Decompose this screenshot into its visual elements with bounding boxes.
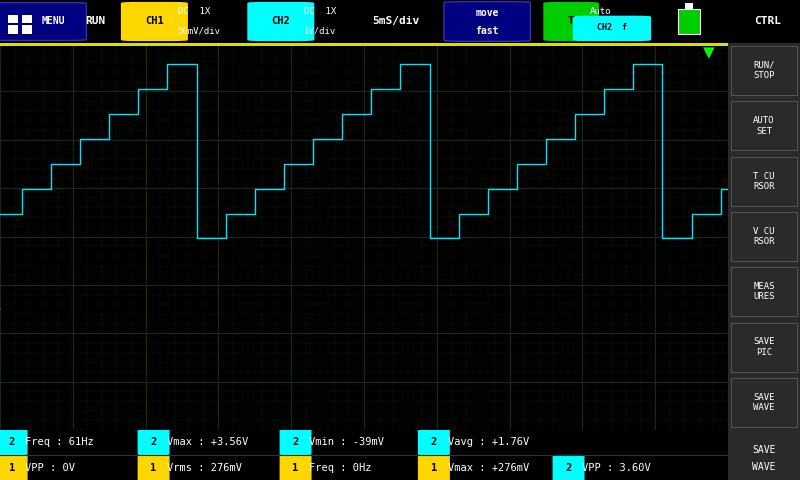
Text: Vavg : +1.76V: Vavg : +1.76V: [448, 437, 529, 447]
Text: 50mV/div: 50mV/div: [178, 26, 221, 36]
FancyBboxPatch shape: [418, 430, 449, 455]
Text: CTRL: CTRL: [754, 16, 782, 25]
Text: DC  1X: DC 1X: [178, 7, 210, 16]
FancyBboxPatch shape: [0, 456, 27, 480]
Text: 1V/div: 1V/div: [304, 26, 336, 36]
Text: VPP : 3.60V: VPP : 3.60V: [582, 463, 651, 473]
Bar: [678, 9, 700, 34]
Text: ▼: ▼: [702, 46, 714, 60]
Text: Auto: Auto: [590, 7, 611, 16]
Text: Vmin : -39mV: Vmin : -39mV: [310, 437, 385, 447]
Text: 2: 2: [430, 437, 437, 447]
Text: move: move: [475, 8, 499, 18]
Text: 2: 2: [293, 437, 298, 447]
Text: SAVE
WAVE: SAVE WAVE: [754, 393, 774, 412]
Text: 2: 2: [150, 437, 157, 447]
Text: T: T: [568, 16, 574, 25]
Text: 5mS/div: 5mS/div: [372, 16, 419, 25]
Text: SAVE: SAVE: [752, 445, 776, 455]
Bar: [8, 14, 18, 23]
Bar: [731, 378, 797, 427]
Text: 1: 1: [293, 463, 298, 473]
Bar: [731, 46, 797, 95]
Bar: [731, 323, 797, 372]
FancyBboxPatch shape: [248, 2, 314, 40]
FancyBboxPatch shape: [554, 456, 584, 480]
Text: Vmax : +3.56V: Vmax : +3.56V: [167, 437, 249, 447]
Text: 2: 2: [9, 437, 14, 447]
FancyBboxPatch shape: [0, 430, 27, 455]
FancyBboxPatch shape: [444, 2, 530, 41]
FancyBboxPatch shape: [280, 456, 311, 480]
Text: MEAS
URES: MEAS URES: [754, 282, 774, 301]
Bar: [8, 25, 18, 34]
Bar: [731, 267, 797, 316]
Text: Freq : 61Hz: Freq : 61Hz: [26, 437, 94, 447]
Bar: [731, 212, 797, 261]
Text: 2: 2: [566, 463, 572, 473]
Text: RUN: RUN: [86, 16, 106, 25]
Text: Freq : 0Hz: Freq : 0Hz: [310, 463, 372, 473]
Bar: [685, 2, 693, 9]
Text: fast: fast: [475, 26, 499, 36]
Text: MENU: MENU: [42, 16, 65, 25]
FancyBboxPatch shape: [138, 456, 169, 480]
Text: CH2: CH2: [271, 16, 290, 25]
Text: 1: 1: [150, 463, 157, 473]
Text: V CU
RSOR: V CU RSOR: [754, 227, 774, 246]
FancyBboxPatch shape: [122, 2, 187, 40]
Bar: [22, 14, 32, 23]
FancyBboxPatch shape: [138, 430, 169, 455]
Text: WAVE: WAVE: [752, 463, 776, 472]
Text: Vrms : 276mV: Vrms : 276mV: [167, 463, 242, 473]
Text: RUN/
STOP: RUN/ STOP: [754, 61, 774, 80]
Text: 1: 1: [430, 463, 437, 473]
Text: T CU
RSOR: T CU RSOR: [754, 171, 774, 191]
FancyBboxPatch shape: [0, 2, 86, 40]
Text: Vmax : +276mV: Vmax : +276mV: [448, 463, 529, 473]
Bar: [731, 101, 797, 150]
Bar: [731, 156, 797, 206]
Text: DC  1X: DC 1X: [304, 7, 336, 16]
Bar: [22, 25, 32, 34]
Text: VPP : 0V: VPP : 0V: [26, 463, 75, 473]
FancyBboxPatch shape: [574, 16, 650, 40]
Text: T: T: [746, 231, 754, 241]
Polygon shape: [732, 223, 768, 250]
Text: 1: 1: [9, 463, 14, 473]
FancyBboxPatch shape: [544, 2, 598, 40]
FancyBboxPatch shape: [418, 456, 449, 480]
Text: CH2  f: CH2 f: [597, 24, 627, 33]
Text: SAVE
PIC: SAVE PIC: [754, 337, 774, 357]
FancyBboxPatch shape: [280, 430, 311, 455]
Text: AUTO
SET: AUTO SET: [754, 116, 774, 136]
Text: CH1: CH1: [145, 16, 164, 25]
